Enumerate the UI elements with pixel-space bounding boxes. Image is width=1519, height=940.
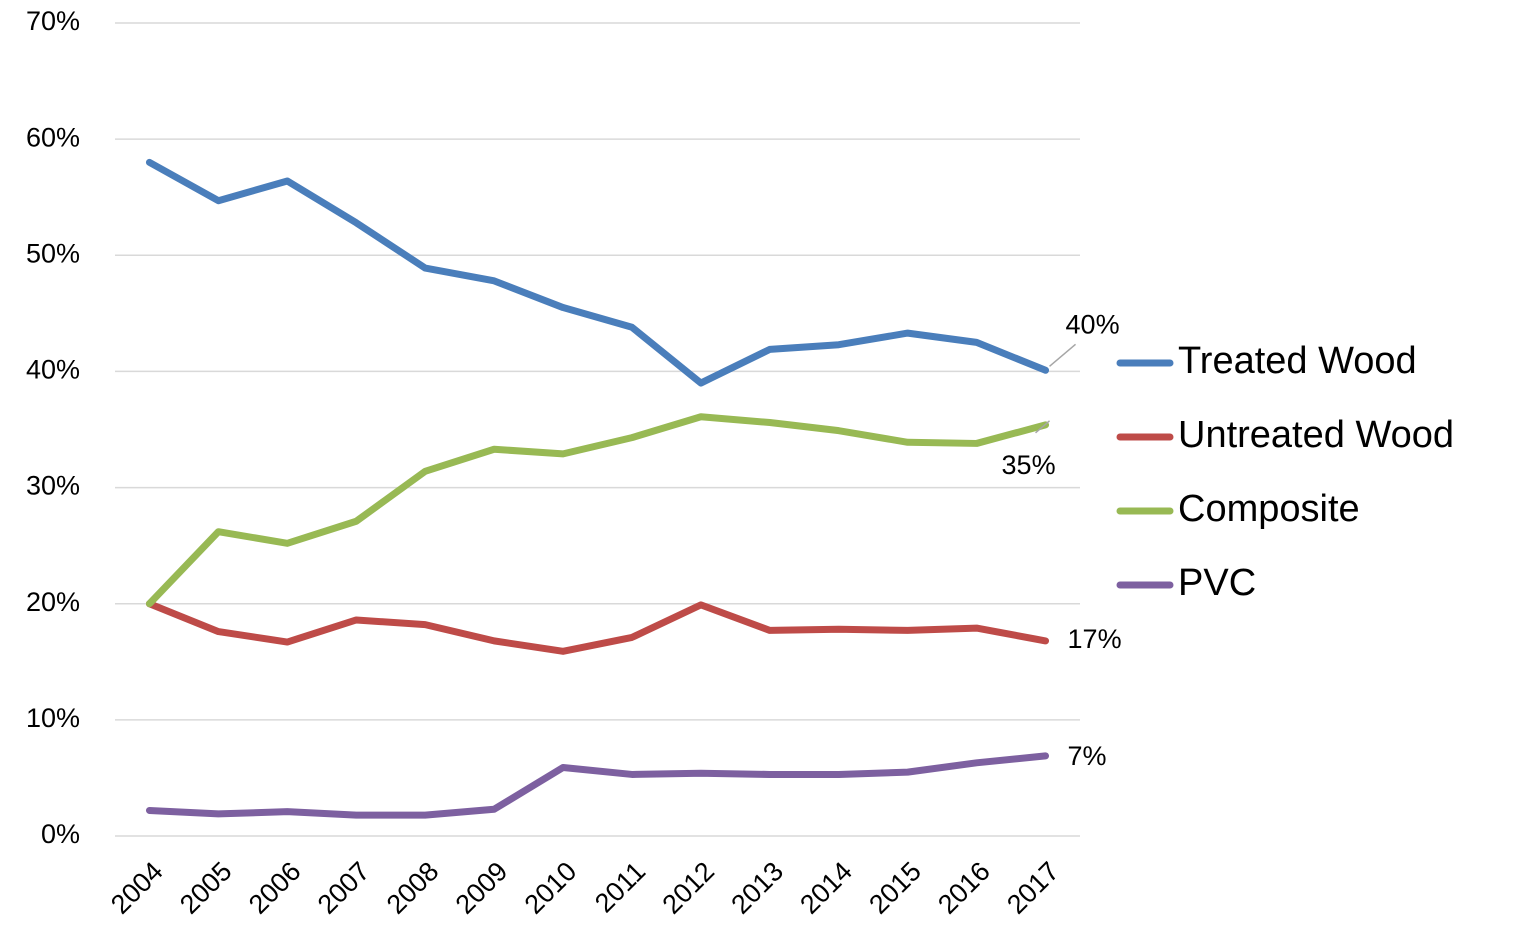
- legend-label: Untreated Wood: [1178, 414, 1454, 456]
- series-line: [145, 752, 1050, 819]
- x-tick-label: 2016: [932, 856, 996, 920]
- leader-line: [1035, 420, 1051, 434]
- legend-label: PVC: [1178, 562, 1256, 604]
- series-line: [145, 413, 1050, 608]
- x-tick-label: 2007: [312, 856, 376, 920]
- data-label: 17%: [1068, 624, 1122, 654]
- data-label: 40%: [1066, 309, 1120, 339]
- x-tick-label: 2004: [105, 856, 169, 920]
- x-tick-label: 2012: [656, 856, 720, 920]
- y-tick-label: 70%: [26, 6, 80, 36]
- x-tick-label: 2009: [450, 856, 514, 920]
- legend-label: Treated Wood: [1178, 340, 1417, 382]
- x-tick-label: 2015: [863, 856, 927, 920]
- y-tick-label: 0%: [41, 819, 80, 849]
- data-label: 7%: [1068, 741, 1107, 771]
- data-label: 35%: [1002, 450, 1056, 480]
- legend-label: Composite: [1178, 488, 1360, 530]
- y-tick-label: 60%: [26, 122, 80, 152]
- x-tick-label: 2011: [589, 856, 651, 918]
- x-tick-label: 2014: [794, 856, 858, 920]
- x-tick-label: 2013: [725, 856, 789, 920]
- x-tick-label: 2008: [381, 856, 445, 920]
- y-tick-label: 40%: [26, 355, 80, 385]
- series-line: [145, 600, 1050, 655]
- x-tick-label: 2005: [174, 856, 238, 920]
- x-tick-label: 2010: [519, 856, 583, 920]
- y-tick-label: 30%: [26, 471, 80, 501]
- y-tick-label: 50%: [26, 238, 80, 268]
- x-tick-label: 2006: [243, 856, 307, 920]
- y-tick-label: 20%: [26, 587, 80, 617]
- series-line: [145, 158, 1050, 387]
- leader-line: [1049, 343, 1077, 367]
- y-tick-label: 10%: [26, 703, 80, 733]
- x-tick-label: 2017: [1001, 856, 1065, 920]
